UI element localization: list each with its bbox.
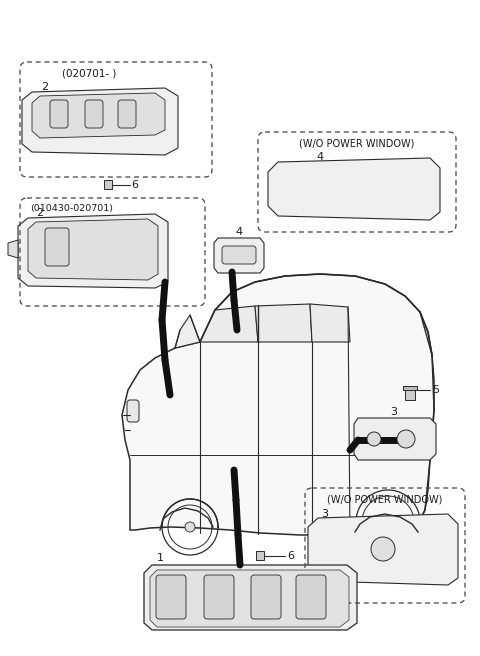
Bar xyxy=(104,180,112,189)
FancyBboxPatch shape xyxy=(222,246,256,264)
Text: 4: 4 xyxy=(235,227,242,237)
Text: (020701- ): (020701- ) xyxy=(62,69,116,79)
Text: 2: 2 xyxy=(41,82,48,92)
Polygon shape xyxy=(18,214,168,288)
Text: 4: 4 xyxy=(316,152,324,162)
FancyBboxPatch shape xyxy=(204,575,234,619)
Circle shape xyxy=(185,522,195,532)
Polygon shape xyxy=(144,565,357,630)
Circle shape xyxy=(397,430,415,448)
Bar xyxy=(256,551,264,560)
Text: 3: 3 xyxy=(391,407,397,417)
Text: 5: 5 xyxy=(432,385,440,395)
FancyBboxPatch shape xyxy=(156,575,186,619)
Polygon shape xyxy=(8,240,18,258)
Polygon shape xyxy=(22,88,178,155)
FancyBboxPatch shape xyxy=(251,575,281,619)
Circle shape xyxy=(371,537,395,561)
Polygon shape xyxy=(310,304,350,342)
Polygon shape xyxy=(268,158,440,220)
Bar xyxy=(403,386,417,390)
FancyBboxPatch shape xyxy=(296,575,326,619)
Polygon shape xyxy=(150,570,349,627)
Circle shape xyxy=(383,517,393,527)
Polygon shape xyxy=(175,315,200,348)
Text: (010430-020701): (010430-020701) xyxy=(30,203,113,213)
Polygon shape xyxy=(32,93,165,138)
Polygon shape xyxy=(308,514,458,585)
Polygon shape xyxy=(28,219,158,280)
FancyBboxPatch shape xyxy=(118,100,136,128)
FancyBboxPatch shape xyxy=(127,400,139,422)
FancyBboxPatch shape xyxy=(45,228,69,266)
Polygon shape xyxy=(200,306,258,342)
Text: (W/O POWER WINDOW): (W/O POWER WINDOW) xyxy=(300,139,415,149)
Text: (W/O POWER WINDOW): (W/O POWER WINDOW) xyxy=(327,495,443,505)
Text: 6: 6 xyxy=(132,180,139,190)
Text: 2: 2 xyxy=(36,208,44,218)
Polygon shape xyxy=(354,418,436,460)
Text: 1: 1 xyxy=(156,553,164,563)
FancyBboxPatch shape xyxy=(50,100,68,128)
Polygon shape xyxy=(214,238,264,273)
FancyBboxPatch shape xyxy=(85,100,103,128)
Polygon shape xyxy=(255,304,312,342)
Bar xyxy=(405,388,415,400)
Text: 6: 6 xyxy=(288,551,295,561)
Circle shape xyxy=(367,432,381,446)
Text: 3: 3 xyxy=(322,509,328,519)
Polygon shape xyxy=(122,274,434,535)
